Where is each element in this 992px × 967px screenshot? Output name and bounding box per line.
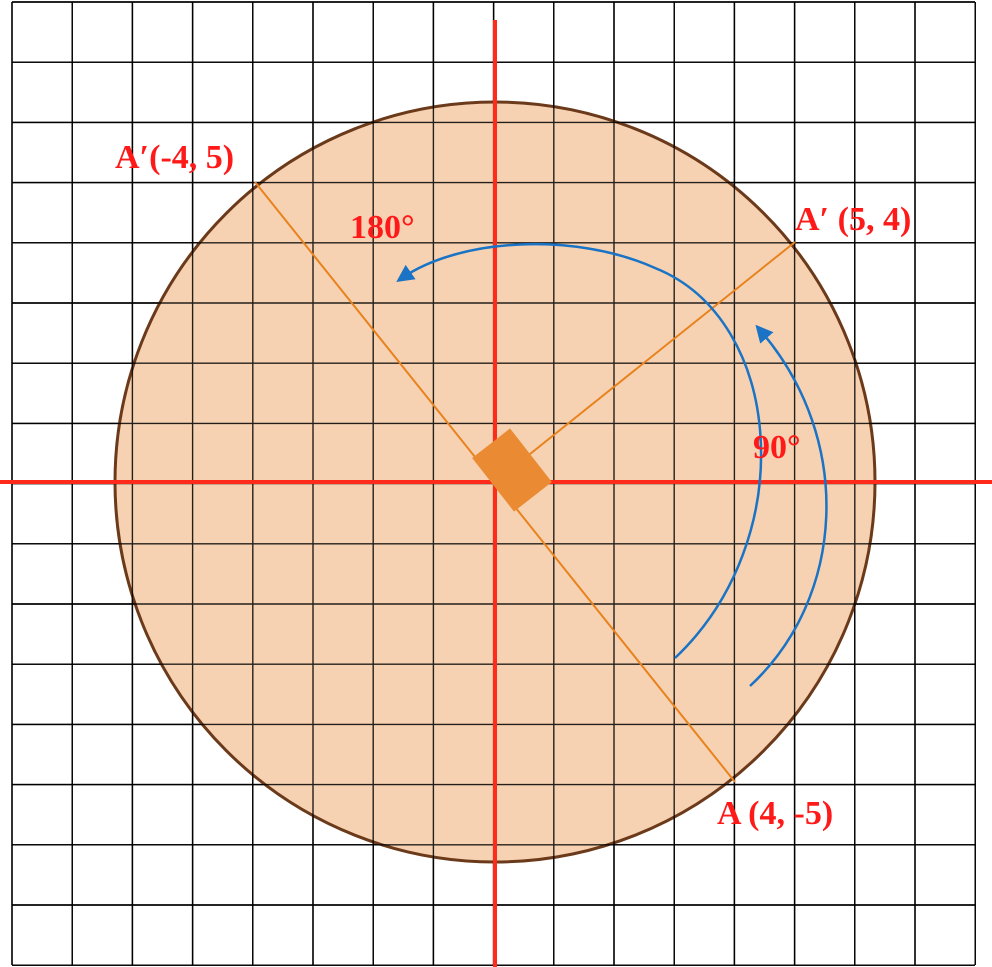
ray-to-a-prime-90 — [494, 241, 796, 483]
rotation-arc-90 — [749, 324, 828, 687]
rotation-arc-180 — [396, 242, 763, 659]
label-90-degrees: 90° — [753, 429, 801, 466]
label-180-degrees: 180° — [350, 209, 415, 246]
ray-to-a-prime-180 — [254, 181, 496, 483]
label-a-prime-90: A′ (5, 4) — [795, 201, 911, 238]
ray-to-a — [494, 481, 736, 783]
label-a-prime-180: A′(-4, 5) — [115, 139, 234, 176]
center-marker — [472, 428, 552, 512]
label-a: A (4, -5) — [717, 795, 833, 832]
